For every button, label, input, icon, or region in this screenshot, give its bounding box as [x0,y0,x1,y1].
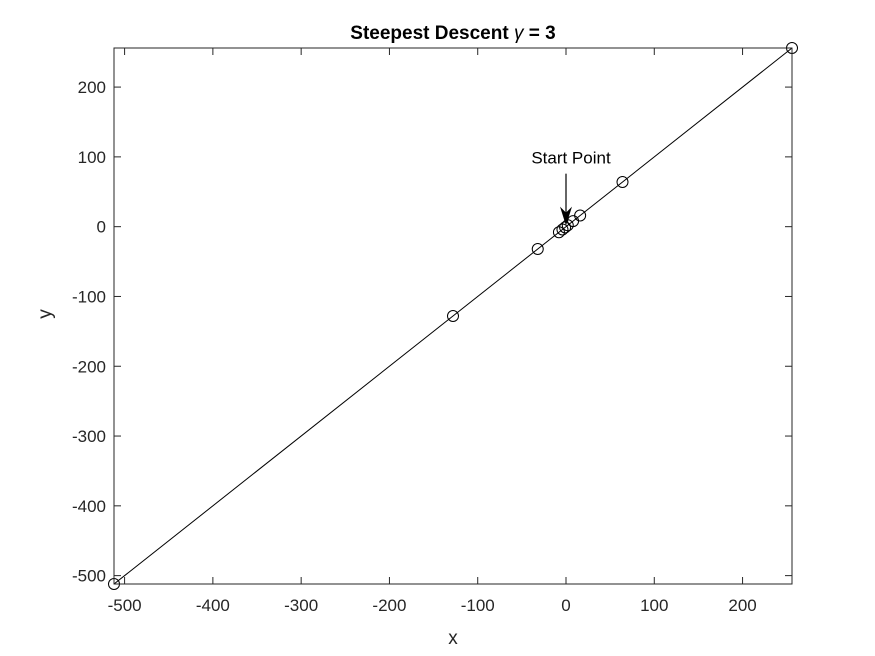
axis-ticks [114,48,792,584]
y-tick-label: 0 [97,218,106,237]
y-tick-label: -100 [72,287,106,306]
y-tick-label: -300 [72,427,106,446]
x-tick-label: -500 [108,596,142,615]
x-tick-label: -300 [284,596,318,615]
descent-path-line [113,47,793,585]
y-tick-label: 200 [78,78,106,97]
iterate-marker [616,176,629,188]
x-tick-label: 0 [561,596,570,615]
y-tick-label: -400 [72,497,106,516]
start-point-annotation: Start Point [531,149,611,226]
plot-area-frame [113,47,793,585]
iterate-marker [552,226,565,239]
x-tick-label: -200 [372,596,406,615]
iterate-marker [531,243,544,255]
x-tick-label: -400 [196,596,230,615]
chart-title: Steepest Descent γ = 3 [350,23,555,44]
y-tick-label: -200 [72,357,106,376]
start-point-arrow-head [560,206,572,226]
iterate-marker [574,209,587,222]
x-tick-label: 100 [640,596,668,615]
start-point-label: Start Point [531,149,611,168]
tick-labels: -500 -400 -300 -200 -100 0 100 200 200 100 0 -100 -2… [72,78,757,615]
iterate-markers [108,42,798,590]
iterate-marker [447,310,459,322]
y-tick-label: -500 [72,567,106,586]
x-axis-title: x [448,628,458,649]
x-tick-label: 200 [728,596,756,615]
y-axis-title: y [35,309,56,319]
iterate-marker [556,223,569,236]
y-tick-label: 100 [78,148,106,167]
x-tick-label: -100 [461,596,495,615]
